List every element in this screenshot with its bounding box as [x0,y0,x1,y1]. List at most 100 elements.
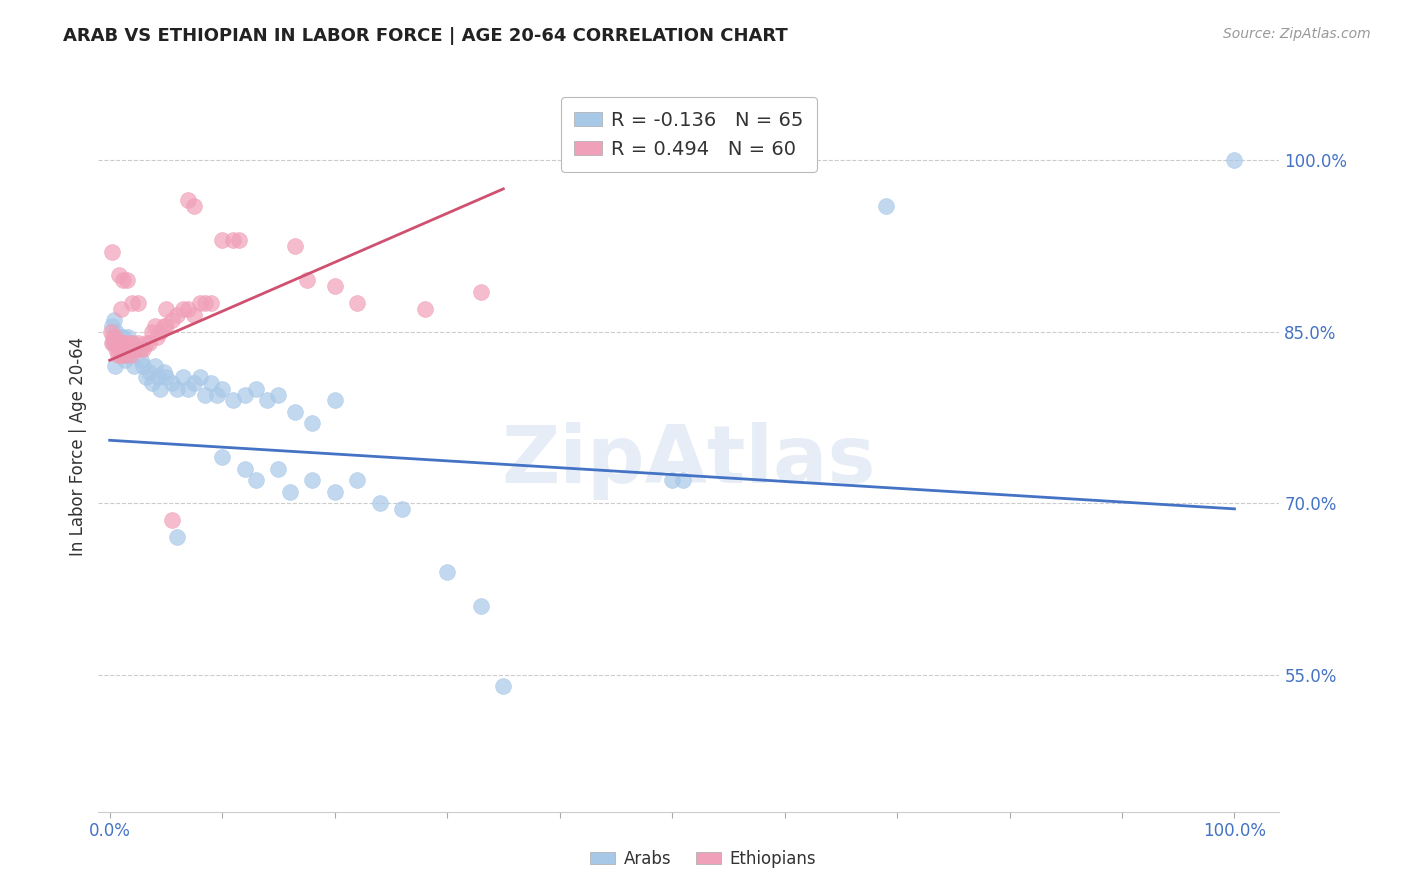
Point [155,301,177,316]
Point [205,387,228,401]
Point [143,359,166,373]
Point [661,473,683,487]
Point [152,365,174,379]
Point [875,199,897,213]
Point [155,370,177,384]
Point [104,330,127,344]
Point [160,313,183,327]
Point [183,308,205,322]
Point [129,342,152,356]
Point [135,370,157,384]
Point [107,330,129,344]
Legend: Arabs, Ethiopians: Arabs, Ethiopians [583,844,823,875]
Point [105,342,128,356]
Point [101,244,124,259]
Point [127,336,149,351]
Point [188,296,211,310]
Point [118,342,141,356]
Point [1223,153,1246,168]
Point [117,342,139,356]
Text: ARAB VS ETHIOPIAN IN LABOR FORCE | AGE 20-64 CORRELATION CHART: ARAB VS ETHIOPIAN IN LABOR FORCE | AGE 2… [63,27,787,45]
Point [110,330,132,344]
Point [267,462,290,476]
Point [391,501,413,516]
Point [121,336,143,351]
Point [149,382,172,396]
Point [105,325,128,339]
Text: Source: ZipAtlas.com: Source: ZipAtlas.com [1223,27,1371,41]
Point [245,382,267,396]
Point [470,599,492,613]
Point [672,473,695,487]
Point [233,387,256,401]
Point [101,330,124,344]
Point [492,679,515,693]
Point [117,330,139,344]
Point [112,330,135,344]
Point [107,268,129,282]
Point [149,325,172,339]
Point [177,301,200,316]
Point [177,382,200,396]
Point [127,342,149,356]
Point [121,296,143,310]
Point [413,301,436,316]
Point [183,199,205,213]
Point [138,336,160,351]
Point [124,359,146,373]
Point [278,484,301,499]
Point [103,313,125,327]
Point [101,318,124,333]
Point [301,473,323,487]
Point [172,370,194,384]
Point [108,336,131,351]
Point [120,348,142,362]
Point [118,342,141,356]
Point [114,353,136,368]
Point [155,318,177,333]
Point [141,376,163,391]
Point [160,513,183,527]
Point [101,336,124,351]
Point [135,336,157,351]
Point [284,405,307,419]
Point [188,370,211,384]
Point [228,233,250,247]
Point [124,342,146,356]
Point [115,348,138,362]
Point [132,359,155,373]
Point [256,393,278,408]
Point [101,336,124,351]
Point [160,376,183,391]
Point [183,376,205,391]
Point [107,348,129,362]
Point [295,273,318,287]
Point [121,336,143,351]
Point [112,336,135,351]
Point [127,296,149,310]
Point [143,318,166,333]
Point [146,370,169,384]
Point [114,348,136,362]
Point [436,565,458,579]
Point [103,336,125,351]
Point [233,462,256,476]
Point [194,387,217,401]
Point [172,301,194,316]
Point [100,325,122,339]
Text: ZipAtlas: ZipAtlas [502,422,876,500]
Point [166,308,188,322]
Point [301,416,323,430]
Point [111,348,134,362]
Point [129,353,152,368]
Point [141,325,163,339]
Legend: R = -0.136   N = 65, R = 0.494   N = 60: R = -0.136 N = 65, R = 0.494 N = 60 [561,97,817,172]
Point [146,330,169,344]
Point [211,233,233,247]
Point [346,296,368,310]
Point [222,233,245,247]
Point [323,279,346,293]
Point [211,450,233,465]
Point [323,393,346,408]
Point [200,376,222,391]
